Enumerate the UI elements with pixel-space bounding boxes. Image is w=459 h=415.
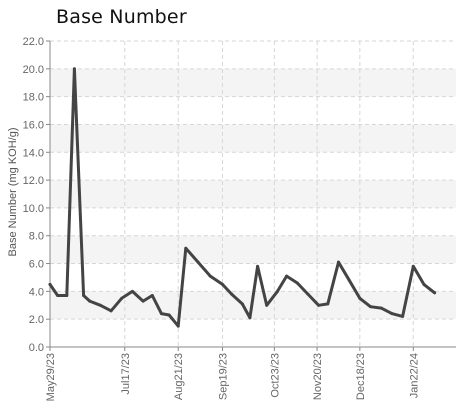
data-point	[358, 296, 362, 300]
data-point	[220, 282, 224, 286]
data-point	[65, 294, 69, 298]
data-point	[196, 260, 200, 264]
data-point	[401, 314, 405, 318]
data-point	[336, 260, 340, 264]
plot-band	[50, 68, 456, 97]
data-point	[306, 292, 310, 296]
data-point	[390, 312, 394, 316]
x-tick-label: Jan22/24	[408, 353, 420, 398]
data-point	[265, 303, 269, 307]
data-point	[285, 274, 289, 278]
y-tick-label: 10.0	[23, 203, 44, 215]
data-point	[120, 296, 124, 300]
data-point	[347, 278, 351, 282]
data-point	[240, 302, 244, 306]
data-point	[130, 289, 134, 293]
data-point	[72, 67, 76, 71]
plot-band	[50, 180, 456, 208]
data-point	[82, 294, 86, 298]
y-tick-label: 6.0	[29, 259, 44, 271]
x-tick-label: May29/23	[45, 353, 57, 401]
x-tick-label: Jul17/23	[120, 353, 132, 395]
plot-band	[50, 235, 456, 264]
data-point	[230, 292, 234, 296]
data-point	[422, 282, 426, 286]
y-tick-label: 18.0	[23, 92, 44, 104]
y-tick-label: 0.0	[29, 342, 44, 354]
data-point	[88, 299, 92, 303]
y-tick-label: 22.0	[23, 36, 44, 48]
x-tick-label: Sep19/23	[217, 353, 229, 400]
data-point	[150, 294, 154, 298]
data-point	[433, 291, 437, 295]
y-tick-label: 12.0	[23, 175, 44, 187]
data-point	[369, 305, 373, 309]
y-tick-label: 8.0	[29, 231, 44, 243]
data-point	[275, 289, 279, 293]
data-point	[295, 281, 299, 285]
y-tick-label: 14.0	[23, 147, 44, 159]
y-tick-label: 16.0	[23, 119, 44, 131]
data-point	[98, 303, 102, 307]
data-point	[379, 306, 383, 310]
data-point	[184, 246, 188, 250]
series-line	[48, 67, 437, 328]
y-axis-label: Base Number (mg KOH/g)	[7, 128, 19, 257]
data-point	[141, 299, 145, 303]
y-tick-label: 2.0	[29, 314, 44, 326]
y-tick-labels: 0.0 2.0 4.0 6.0 8.0 10.0 12.0 14.0 16.0 18.0 20.0 2…	[23, 36, 44, 354]
y-tick-label: 4.0	[29, 286, 44, 298]
data-point	[48, 282, 52, 286]
data-point	[326, 302, 330, 306]
data-point	[208, 274, 212, 278]
data-point	[256, 264, 260, 268]
data-point	[248, 316, 252, 320]
x-tick-label: Dec18/23	[355, 353, 367, 400]
x-tick-label: Oct23/23	[269, 353, 281, 398]
series-layer	[48, 67, 437, 328]
data-point	[109, 309, 113, 313]
data-point	[411, 264, 415, 268]
data-point	[176, 324, 180, 328]
chart-title: Base Number	[56, 6, 187, 28]
plot-band	[50, 124, 456, 153]
y-tick-label: 20.0	[23, 64, 44, 76]
data-point	[317, 303, 321, 307]
x-tick-labels: May29/23 Jul17/23 Aug21/23 Sep19/23 Oct23/23…	[45, 353, 420, 401]
data-point	[167, 313, 171, 317]
x-tick-label: Nov20/23	[312, 353, 324, 400]
plot-bands	[50, 68, 456, 320]
data-point	[56, 294, 60, 298]
axes	[46, 40, 456, 351]
data-point	[159, 312, 163, 316]
x-tick-label: Aug21/23	[173, 353, 185, 400]
